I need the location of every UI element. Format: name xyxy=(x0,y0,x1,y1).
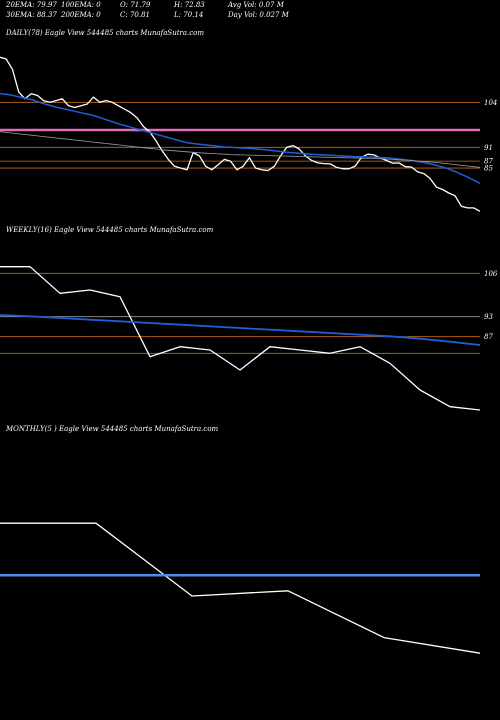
header-day-vol: Day Vol: 0.027 M xyxy=(228,11,289,19)
header-100ema: 100EMA: 0 xyxy=(61,1,101,9)
header-20ema: 20EMA: 79.97 xyxy=(6,1,57,9)
monthly-plot xyxy=(0,522,481,654)
monthly-price-line xyxy=(0,522,481,654)
daily-level-tick-label: 87 xyxy=(484,158,493,166)
header-open: O: 71.79 xyxy=(120,1,151,9)
daily-ema-line xyxy=(0,131,481,168)
weekly-price-line xyxy=(0,266,481,411)
weekly-ema-line xyxy=(0,314,481,346)
weekly-level-tick-label: 93 xyxy=(484,313,493,321)
weekly-level-tick-label: 106 xyxy=(484,270,498,278)
weekly-level-tick-label: 87 xyxy=(484,333,493,341)
daily-level-tick-label: 91 xyxy=(484,144,493,152)
header-30ema: 30EMA: 88.37 xyxy=(6,11,57,19)
daily-level-tick-label: 85 xyxy=(484,165,493,173)
header-200ema: 200EMA: 0 xyxy=(61,11,101,19)
daily-level-tick-label: 104 xyxy=(484,99,497,107)
weekly-panel-label: WEEKLY(16) Eagle View 544485 charts Muna… xyxy=(6,226,214,234)
header-avg-vol: Avg Vol: 0.07 M xyxy=(228,1,284,9)
monthly-panel-label: MONTHLY(5 ) Eagle View 544485 charts Mun… xyxy=(6,425,219,433)
daily-ema-line xyxy=(0,92,481,184)
daily-panel-label: DAILY(78) Eagle View 544485 charts Munaf… xyxy=(6,29,205,37)
daily-price-line xyxy=(0,56,481,212)
header-close: C: 70.81 xyxy=(120,11,150,19)
header-low: L: 70.14 xyxy=(174,11,204,19)
header-high: H: 72.83 xyxy=(174,1,205,9)
weekly-plot: 106 93 87 xyxy=(0,266,498,411)
